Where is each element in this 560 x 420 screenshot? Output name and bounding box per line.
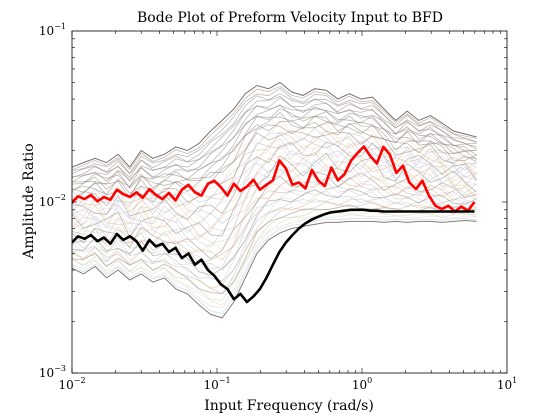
x-tick-label: 10−1 bbox=[203, 376, 230, 392]
background-trace bbox=[72, 141, 477, 220]
chart-title: Bode Plot of Preform Velocity Input to B… bbox=[137, 10, 443, 26]
background-trace bbox=[72, 159, 477, 248]
background-trace bbox=[72, 175, 477, 261]
y-tick-label: 10−1 bbox=[39, 22, 66, 38]
band-lower-edge bbox=[72, 219, 477, 319]
background-trace bbox=[72, 198, 477, 289]
background-trace bbox=[72, 137, 477, 216]
background-trace bbox=[72, 120, 477, 207]
background-trace bbox=[72, 181, 477, 270]
background-trace bbox=[72, 121, 477, 201]
background-trace bbox=[72, 135, 477, 221]
background-trace bbox=[72, 85, 477, 171]
x-axis-label: Input Frequency (rad/s) bbox=[204, 398, 374, 414]
y-axis-label: Amplitude Ratio bbox=[21, 143, 37, 259]
background-trace bbox=[72, 144, 477, 232]
background-trace bbox=[72, 204, 477, 295]
background-trace bbox=[72, 93, 477, 175]
series-line-1 bbox=[72, 208, 475, 304]
background-trace bbox=[72, 115, 477, 193]
background-trace bbox=[72, 207, 477, 301]
background-trace bbox=[72, 108, 477, 189]
series-line-0 bbox=[72, 145, 476, 213]
background-trace bbox=[72, 97, 477, 183]
background-trace bbox=[72, 195, 477, 282]
background-trace bbox=[72, 168, 477, 254]
background-trace bbox=[72, 152, 477, 238]
x-tick-label: 100 bbox=[352, 376, 372, 392]
y-tick-label: 10−3 bbox=[39, 364, 66, 380]
background-traces-group bbox=[72, 81, 477, 319]
background-trace bbox=[72, 177, 477, 264]
background-trace bbox=[72, 130, 477, 214]
x-tick-label: 10−2 bbox=[58, 376, 85, 392]
band-upper-edge bbox=[72, 81, 477, 168]
background-trace bbox=[72, 105, 477, 183]
background-trace bbox=[72, 201, 477, 295]
series-group bbox=[72, 145, 476, 304]
background-trace bbox=[72, 211, 477, 306]
background-trace bbox=[72, 120, 477, 196]
y-tick-label: 10−2 bbox=[39, 193, 66, 209]
background-trace bbox=[72, 151, 477, 237]
background-trace bbox=[72, 217, 477, 315]
background-trace bbox=[72, 127, 477, 208]
x-tick-label: 101 bbox=[497, 376, 517, 392]
background-trace bbox=[72, 150, 477, 234]
background-trace bbox=[72, 214, 477, 309]
background-trace bbox=[72, 190, 477, 282]
background-trace bbox=[72, 87, 477, 174]
